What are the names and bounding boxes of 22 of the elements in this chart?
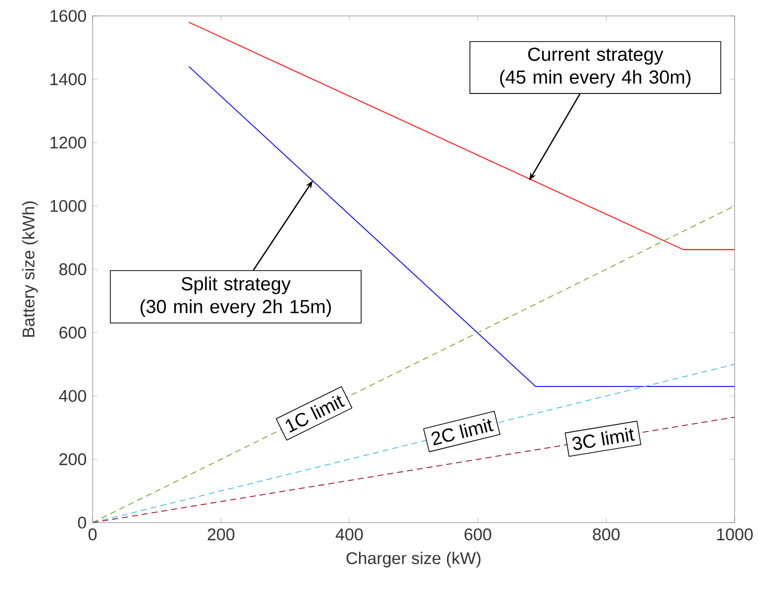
- x-tick-label: 400: [336, 528, 363, 540]
- text: 3C limit: [572, 428, 635, 450]
- y-tick-label: 400: [59, 390, 86, 402]
- x-tick-label: 600: [464, 528, 492, 540]
- x-axis-title: Charger size (kW): [346, 552, 480, 568]
- x-tick-label: 200: [208, 528, 234, 540]
- x-tick-label: 1000: [717, 528, 753, 540]
- y-tick-label: 600: [59, 326, 86, 338]
- x-tick-label: 800: [592, 528, 620, 540]
- y-tick-label: 200: [59, 453, 86, 466]
- y-tick-label: 1200: [50, 136, 86, 148]
- text: 2C limit: [432, 418, 494, 446]
- x-tick-label: 0: [88, 528, 97, 540]
- y-tick-label: 1400: [50, 73, 86, 86]
- y-tick-label: 1600: [50, 10, 86, 22]
- annotation: Split strategy (30 min every 2h 15m): [140, 276, 331, 317]
- text: 1C limit: [286, 395, 346, 433]
- annotation: Current strategy (45 min every 4h 30m): [500, 47, 690, 88]
- y-axis-title: Battery size (kWh): [22, 201, 38, 337]
- y-tick-label: 800: [59, 263, 86, 276]
- y-tick-label: 1000: [50, 200, 86, 212]
- y-tick-label: 0: [78, 516, 86, 528]
